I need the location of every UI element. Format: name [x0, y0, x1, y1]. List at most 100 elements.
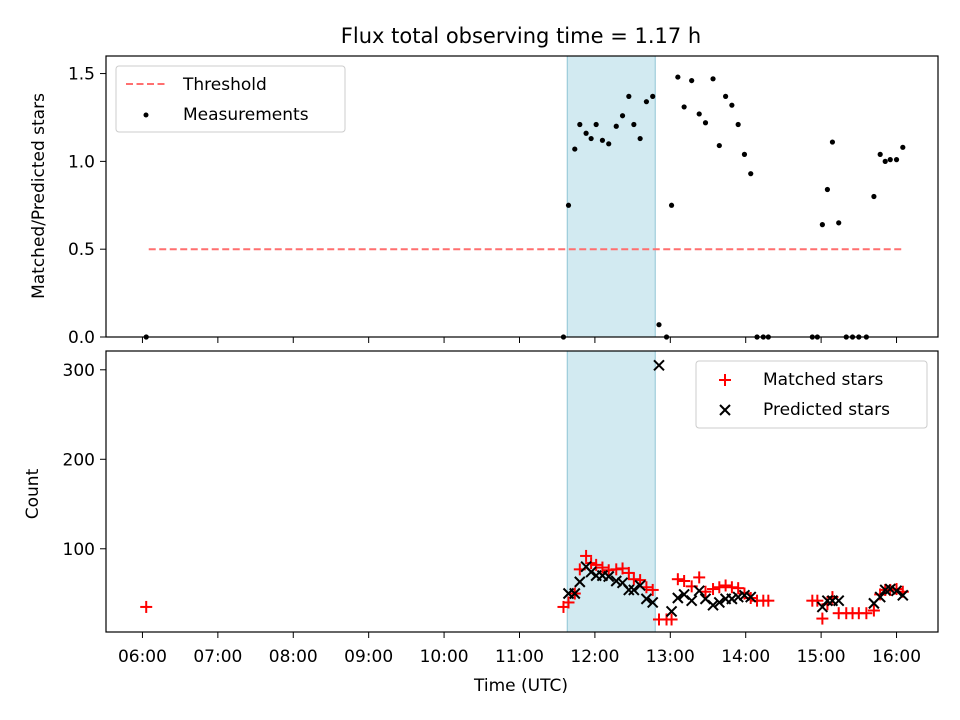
predicted-marker-stroke	[603, 570, 615, 583]
predicted-marker-stroke	[653, 359, 665, 372]
x-tick-label: 16:00	[872, 647, 921, 667]
top-plot-frame	[105, 55, 939, 338]
predicted-star-marker	[640, 593, 653, 605]
x-tick-label: 15:00	[797, 647, 846, 667]
predicted-marker-stroke	[693, 585, 705, 597]
bottom-panel: 06:00 07:00 08:00 09:00 10:00 11:00 12:00 13:00…	[23, 350, 939, 696]
matched-star-marker	[719, 579, 732, 592]
predicted-marker-stroke	[874, 591, 886, 603]
measurement-point	[593, 121, 599, 128]
predicted-star-marker	[646, 596, 659, 609]
predicted-marker-stroke	[890, 585, 903, 597]
predicted-marker-stroke	[623, 584, 635, 596]
measurement-point	[626, 93, 632, 99]
predicted-marker-stroke	[685, 594, 698, 607]
predicted-marker-stroke	[569, 587, 581, 600]
matched-star-marker	[665, 613, 678, 626]
predicted-marker-stroke	[634, 579, 646, 592]
measurement-point	[716, 142, 722, 149]
measurement-point	[588, 135, 594, 142]
measurement-point	[829, 139, 836, 145]
legend-matched-swatch	[719, 374, 731, 386]
predicted-marker-stroke	[574, 576, 586, 588]
measurement-point	[819, 222, 825, 228]
top-y-tick-label: 0.0	[68, 328, 95, 348]
legend-threshold-label: Threshold	[182, 75, 267, 95]
x-tick-label: 12:00	[570, 647, 619, 667]
matched-star-marker	[890, 583, 903, 596]
predicted-marker-stroke	[672, 592, 684, 604]
legend-measurements-label: Measurements	[183, 105, 309, 125]
bottom-legend: Matched stars Predicted stars	[695, 360, 928, 429]
predicted-star-marker	[821, 594, 834, 607]
predicted-star-marker	[874, 591, 886, 603]
predicted-star-marker	[890, 585, 903, 597]
predicted-star-marker	[623, 584, 635, 596]
x-tick-label: 08:00	[269, 647, 318, 667]
predicted-marker-stroke	[821, 594, 834, 607]
matched-star-marker	[596, 561, 609, 574]
measurement-point	[836, 220, 842, 226]
predicted-marker-stroke	[585, 566, 597, 578]
predicted-star-marker	[603, 570, 615, 583]
measurement-point	[871, 193, 877, 200]
measurement-point	[565, 202, 572, 208]
measurement-point	[613, 123, 619, 129]
measurement-point	[702, 120, 709, 126]
measurement-point	[710, 76, 716, 82]
predicted-marker-stroke	[699, 593, 712, 605]
bottom-axis-ticks: 06:00 07:00 08:00 09:00 10:00 11:00 12:00 13:00…	[63, 361, 921, 667]
measurement-point	[877, 151, 883, 157]
measurement-point	[887, 157, 893, 163]
measurement-point	[606, 141, 612, 147]
x-axis-label: Time (UTC)	[473, 676, 568, 696]
matched-star-marker	[816, 612, 829, 625]
predicted-marker-stroke	[833, 594, 845, 607]
matched-star-marker	[646, 583, 659, 596]
matched-star-marker	[580, 549, 593, 562]
measurement-point	[637, 135, 643, 142]
predicted-star-marker	[653, 359, 665, 372]
measurement-point	[619, 113, 626, 119]
bottom-y-tick-label: 100	[63, 540, 95, 560]
measurement-point	[583, 130, 589, 136]
measurement-point	[650, 93, 656, 99]
predicted-marker-stroke	[646, 596, 659, 609]
predicted-star-marker	[672, 592, 684, 604]
measurement-point	[577, 121, 583, 128]
predicted-star-marker	[713, 596, 726, 609]
bottom-highlight-span	[566, 350, 656, 633]
top-y-axis-label: Matched/Predicted stars	[29, 93, 49, 299]
predicted-star-marker	[693, 585, 705, 597]
matched-star-marker	[732, 582, 745, 595]
predicted-marker-stroke	[616, 577, 629, 589]
predicted-marker-stroke	[897, 589, 909, 602]
matched-star-marker	[811, 594, 824, 607]
bottom-plot-frame	[105, 350, 939, 633]
chart-title: Flux total observing time = 1.17 h	[341, 24, 701, 48]
matched-stars-points	[140, 549, 909, 626]
legend-predicted-label: Predicted stars	[763, 400, 890, 420]
measurement-point	[631, 121, 637, 128]
predicted-marker-stroke	[610, 575, 622, 587]
predicted-star-marker	[833, 594, 845, 607]
predicted-marker-stroke	[745, 591, 757, 603]
top-highlight-span	[566, 55, 656, 338]
matched-star-marker	[693, 571, 706, 584]
matched-star-marker	[860, 607, 873, 620]
measurement-point	[882, 158, 888, 164]
x-tick-label: 07:00	[193, 647, 242, 667]
top-y-tick-label: 0.5	[68, 240, 95, 260]
matched-star-marker	[867, 604, 880, 617]
legend-predicted-swatch	[719, 404, 731, 416]
measurement-point	[729, 102, 735, 108]
bottom-y-tick-label: 200	[63, 450, 95, 470]
measurement-point	[824, 186, 831, 193]
measurement-point	[643, 99, 650, 105]
predicted-marker-stroke	[884, 583, 896, 595]
matched-star-marker	[562, 596, 575, 609]
predicted-star-marker	[665, 605, 678, 618]
measurement-point	[748, 171, 754, 177]
predicted-marker-stroke	[678, 588, 690, 601]
